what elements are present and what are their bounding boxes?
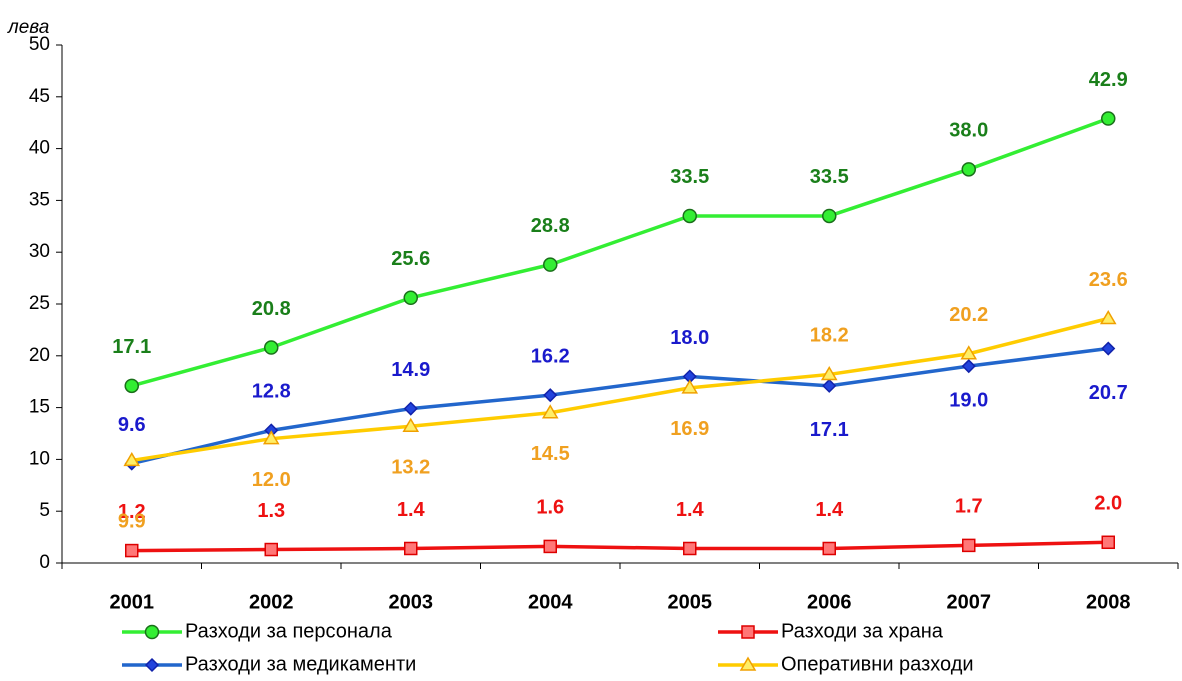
y-tick-label: 0: [39, 552, 50, 573]
data-label: 1.7: [955, 496, 983, 518]
data-label: 19.0: [949, 389, 988, 411]
y-tick-label: 10: [29, 448, 50, 469]
legend-label: Разходи за медикаменти: [185, 653, 416, 675]
legend-label: Разходи за персонала: [185, 620, 393, 642]
marker: [1099, 310, 1117, 325]
marker: [1101, 535, 1115, 550]
data-label: 25.6: [391, 248, 430, 270]
marker: [144, 657, 160, 673]
marker: [404, 541, 418, 556]
marker: [682, 208, 697, 224]
marker: [403, 290, 418, 306]
data-label: 1.6: [536, 497, 564, 519]
marker: [820, 365, 838, 381]
series-line: [131, 346, 1109, 466]
data-label: 20.7: [1089, 382, 1128, 404]
marker: [960, 345, 978, 360]
legend-label: Разходи за храна: [781, 620, 944, 642]
data-label: 23.6: [1089, 269, 1128, 291]
marker: [683, 541, 697, 556]
series-line: [131, 316, 1109, 463]
data-label: 1.4: [397, 499, 426, 521]
y-tick-label: 35: [29, 189, 50, 210]
data-label: 33.5: [810, 166, 849, 188]
data-label: 16.9: [670, 418, 709, 440]
data-label: 14.9: [391, 359, 430, 381]
data-label: 42.9: [1089, 69, 1128, 91]
data-label: 18.0: [670, 327, 709, 349]
marker: [402, 417, 420, 432]
data-label: 17.1: [810, 419, 849, 441]
data-label: 20.2: [949, 304, 988, 326]
y-tick-label: 20: [29, 345, 50, 366]
marker: [262, 430, 280, 445]
data-label: 9.9: [118, 511, 146, 533]
x-tick-label: 2004: [528, 591, 573, 613]
y-tick-label: 15: [29, 397, 50, 418]
y-tick-label: 45: [29, 86, 50, 107]
data-label: 1.2: [118, 501, 146, 523]
marker: [264, 542, 278, 557]
marker: [822, 378, 837, 393]
data-label: 18.2: [810, 325, 849, 347]
marker: [403, 401, 418, 416]
data-label: 13.2: [391, 457, 430, 479]
data-label: 20.8: [252, 298, 291, 320]
y-tick-label: 40: [29, 138, 50, 159]
marker: [543, 388, 558, 403]
x-tick-label: 2001: [110, 591, 155, 613]
data-label: 12.8: [252, 381, 291, 403]
x-tick-label: 2007: [947, 591, 992, 613]
marker: [1101, 111, 1116, 126]
series-line: [131, 116, 1109, 388]
marker: [681, 379, 699, 394]
y-tick-label: 30: [29, 241, 50, 262]
marker: [144, 624, 160, 640]
marker: [125, 543, 139, 558]
marker: [123, 451, 141, 467]
marker: [741, 625, 755, 639]
marker: [543, 257, 558, 272]
x-tick-label: 2006: [807, 591, 852, 613]
x-tick-label: 2005: [668, 591, 713, 613]
legend-label: Оперативни разходи: [781, 653, 974, 675]
series-line: [131, 540, 1109, 553]
y-tick-label: 25: [29, 293, 50, 314]
data-label: 28.8: [531, 215, 570, 237]
data-label: 9.6: [118, 414, 146, 436]
data-label: 38.0: [949, 120, 988, 142]
data-label: 1.4: [815, 499, 844, 521]
data-label: 33.5: [670, 166, 709, 188]
y-axis-label: лева: [7, 17, 49, 38]
marker: [961, 162, 976, 177]
marker: [822, 541, 836, 556]
y-tick-label: 50: [29, 34, 50, 55]
x-tick-label: 2008: [1086, 591, 1131, 613]
marker: [822, 208, 837, 224]
data-label: 17.1: [112, 336, 151, 358]
marker: [543, 539, 557, 554]
marker: [739, 656, 757, 671]
data-label: 2.0: [1094, 493, 1122, 515]
marker: [961, 359, 976, 374]
data-label: 14.5: [531, 443, 570, 465]
marker: [1101, 341, 1116, 356]
x-tick-label: 2002: [249, 591, 294, 613]
data-label: 1.4: [676, 499, 705, 521]
data-label: 16.2: [531, 345, 570, 367]
y-tick-label: 5: [39, 500, 50, 521]
marker: [264, 340, 279, 355]
marker: [124, 378, 139, 394]
marker: [541, 404, 559, 419]
x-tick-label: 2003: [389, 591, 434, 613]
data-label: 1.3: [257, 500, 285, 522]
marker: [962, 538, 976, 553]
data-label: 12.0: [252, 469, 291, 491]
